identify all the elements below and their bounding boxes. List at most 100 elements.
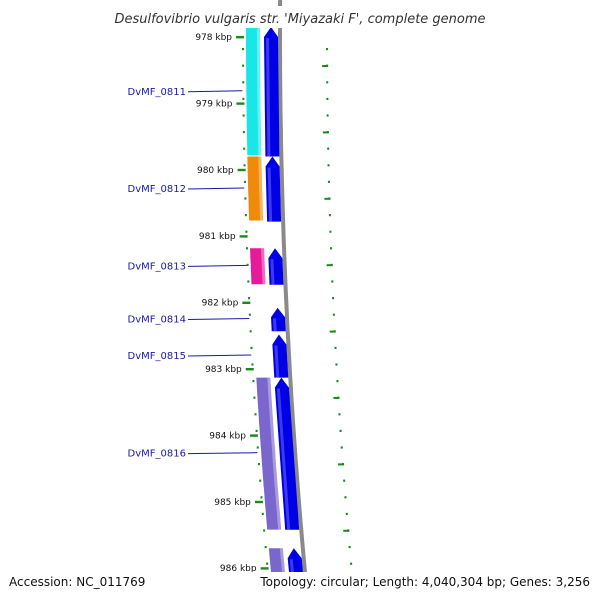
kbp-tick-backdrop xyxy=(182,96,233,108)
inner-ring-dot xyxy=(242,48,245,51)
cog-band xyxy=(246,27,262,155)
outer-ring-minor-tick xyxy=(322,65,329,67)
kbp-tick-backdrop xyxy=(182,30,233,41)
outer-ring-dot xyxy=(334,346,337,349)
inner-ring-dot xyxy=(256,446,259,449)
gene-labels: DvMF_0811 DvMF_0812 DvMF_0813 DvMF_0814 DvMF… xyxy=(128,87,258,460)
gene-label-leader xyxy=(187,187,245,190)
cog-band xyxy=(250,248,266,285)
gene-label-leader xyxy=(187,264,247,267)
inner-ring-dot xyxy=(248,297,251,300)
kbp-tick-backdrop xyxy=(183,162,234,174)
outer-ring-dot xyxy=(328,214,331,217)
inner-ring-dot xyxy=(255,429,258,432)
gene-label-leader xyxy=(187,452,258,455)
backbone-ring xyxy=(278,0,310,600)
outer-ring-dot xyxy=(331,280,334,283)
inner-ring-dot xyxy=(245,230,248,233)
inner-ring-dot xyxy=(263,529,266,532)
kbp-tick-label: 978 kbp xyxy=(195,33,232,43)
kbp-tick-mark xyxy=(260,567,269,570)
cog-band xyxy=(256,377,282,530)
inner-ring-dot xyxy=(259,479,262,482)
inner-ring-dot xyxy=(257,463,260,466)
outer-ring-minor-tick xyxy=(337,463,344,466)
gene-label: DvMF_0816 xyxy=(128,449,186,460)
inner-ring-dot xyxy=(243,147,246,150)
accession-label: Accession: NC_011769 xyxy=(9,575,145,589)
kbp-tick-backdrop xyxy=(206,561,257,573)
cds-arrow-highlight xyxy=(270,259,275,285)
inner-ring-dot xyxy=(246,247,249,250)
outer-ring-dot xyxy=(332,313,335,316)
outer-ring-minor-tick xyxy=(333,397,340,399)
kbp-tick-mark xyxy=(254,500,263,504)
kbp-tick-mark xyxy=(237,168,246,172)
gene-label: DvMF_0813 xyxy=(128,261,186,272)
gene-label-leader xyxy=(187,354,252,357)
outer-ring-dot xyxy=(330,247,333,250)
outer-ring-minor-tick xyxy=(322,131,329,134)
outer-ring-dot xyxy=(332,297,335,300)
kbp-tick-mark xyxy=(239,235,248,238)
kbp-tick-mark xyxy=(236,102,245,105)
inner-ring-dot xyxy=(242,97,245,100)
kbp-tick-label: 981 kbp xyxy=(199,232,236,242)
inner-ring-dot xyxy=(266,562,269,565)
outer-ring-minor-tick xyxy=(329,330,336,333)
inner-ring-dot xyxy=(242,114,245,117)
inner-ring-dot xyxy=(244,197,247,200)
outer-ring-dot xyxy=(339,429,342,432)
kbp-tick-label: 983 kbp xyxy=(205,365,242,375)
outer-ring-dot xyxy=(326,114,329,117)
kbp-tick-mark xyxy=(242,301,251,304)
outer-ring-minor-tick xyxy=(343,529,350,532)
inner-ring-dot xyxy=(249,330,252,333)
map-title: Desulfovibrio vulgaris str. 'Miyazaki F'… xyxy=(114,12,485,27)
kbp-tick-label: 985 kbp xyxy=(214,498,251,508)
gene-label: DvMF_0814 xyxy=(128,315,186,326)
kbp-tick-mark xyxy=(249,434,258,437)
backbone-arc xyxy=(278,0,310,600)
inner-ring-dot xyxy=(244,214,247,217)
cog-band-highlight xyxy=(267,377,282,530)
outer-ring-dot xyxy=(327,164,330,167)
inner-ring-dot xyxy=(246,263,249,266)
kbp-tick-label: 984 kbp xyxy=(209,431,246,441)
inner-ring-dot xyxy=(260,496,263,499)
inner-ring-dot xyxy=(252,380,255,383)
inner-ring-dot xyxy=(242,64,245,67)
gene-label-leader xyxy=(187,318,250,321)
cog-band xyxy=(247,156,264,221)
genome-summary-label: Topology: circular; Length: 4,040,304 bp… xyxy=(259,575,590,589)
outer-ring-minor-tick xyxy=(326,264,333,267)
cds-arrow-highlight xyxy=(266,38,271,157)
outer-ring-dot xyxy=(329,230,332,233)
outer-ring-dot xyxy=(344,496,347,499)
cds-arrow-highlight xyxy=(273,318,277,332)
cog-band-highlight xyxy=(258,156,264,221)
cds-arrow-highlight xyxy=(276,388,291,530)
footer-backdrop xyxy=(0,572,600,600)
inner-ring-dot xyxy=(251,363,254,366)
kbp-ticks: 978 kbp 979 kbp 980 kbp 981 kbp 982 kbp 983 k… xyxy=(182,30,269,574)
inner-ring-dot xyxy=(250,346,253,349)
cog-band-highlight xyxy=(261,248,266,285)
outer-ring-dot xyxy=(338,413,341,416)
kbp-tick-backdrop xyxy=(195,428,246,440)
outer-ring-dot xyxy=(326,97,329,100)
kbp-tick-backdrop xyxy=(200,494,251,506)
cds-arrow-highlight xyxy=(274,345,280,378)
inner-ring-dot xyxy=(242,131,245,134)
kbp-tick-label: 982 kbp xyxy=(202,299,239,309)
inner-ring-dot xyxy=(253,396,256,399)
outer-ring-dot xyxy=(326,48,329,51)
inner-ring-dot xyxy=(248,313,251,316)
kbp-tick-backdrop xyxy=(188,295,239,307)
inner-ring-dot xyxy=(243,180,246,183)
kbp-tick-label: 986 kbp xyxy=(220,564,257,574)
kbp-tick-mark xyxy=(245,368,254,371)
inner-ring-dot xyxy=(261,512,264,515)
inner-ring-dot xyxy=(242,81,245,84)
